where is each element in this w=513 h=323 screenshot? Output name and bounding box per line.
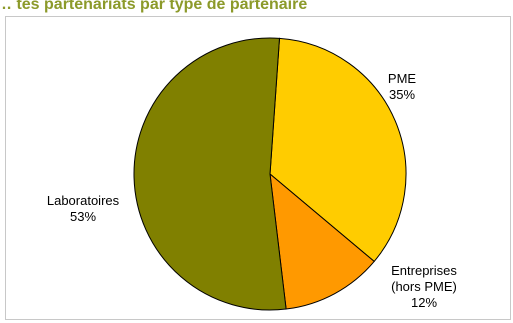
slice-label-entreprises: Entreprises (hors PME) 12% — [374, 263, 474, 311]
pie-slice-laboratoires — [133, 37, 287, 311]
pie-slice-pme — [269, 37, 407, 263]
slice-name-line-2: (hors PME) — [391, 279, 457, 294]
pie-slice-entreprises-hors-pme — [269, 172, 375, 310]
chart-title: … tes partenariats par type de partenair… — [0, 0, 308, 13]
slice-label-laboratoires: Laboratoires 53% — [38, 193, 128, 225]
slice-name: PME — [387, 71, 417, 86]
slice-percent: 35% — [388, 87, 416, 102]
slice-label-pme: PME 35% — [372, 71, 432, 103]
slice-name-line-1: Entreprises — [391, 263, 457, 278]
slice-percent: 12% — [410, 295, 438, 310]
slice-name: Laboratoires — [46, 193, 120, 208]
slice-percent: 53% — [69, 209, 97, 224]
